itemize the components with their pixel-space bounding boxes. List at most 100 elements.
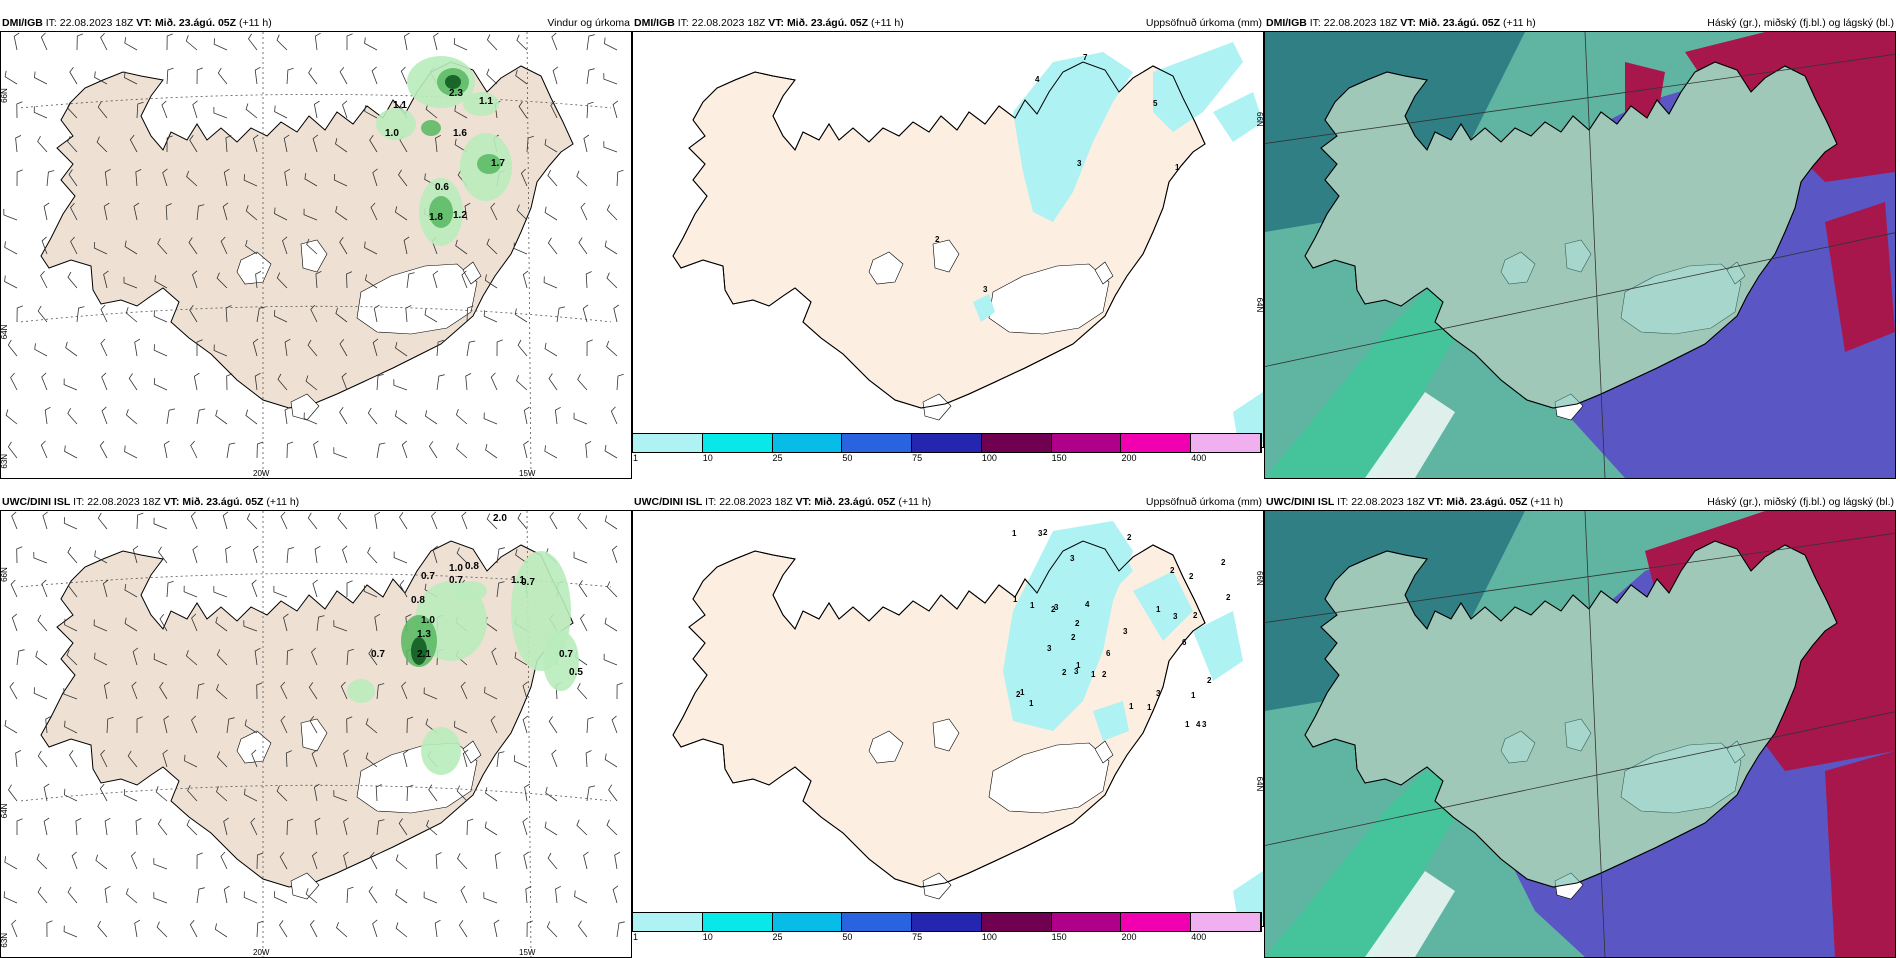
- wind-barb: [341, 372, 348, 391]
- wind-barb: [586, 716, 594, 734]
- wind-barb: [456, 785, 468, 802]
- wind-barb: [63, 788, 78, 802]
- wind-barb: [277, 373, 288, 391]
- accum-blob: [1083, 531, 1133, 601]
- wind-barb: [490, 202, 498, 221]
- wind-barb: [40, 270, 48, 289]
- wind-barb: [99, 783, 108, 802]
- wind-barb: [577, 920, 588, 938]
- wind-barb: [603, 141, 618, 153]
- wind-barb: [183, 585, 198, 598]
- panel-uwc-wind: UWC/DINI ISL IT: 22.08.2023 18Z VT: Mið.…: [0, 494, 632, 958]
- wind-barb: [458, 920, 468, 938]
- wind-barb: [273, 586, 288, 598]
- lon-label: 15W: [519, 469, 536, 478]
- wind-barb: [243, 620, 258, 632]
- wind-barb: [520, 168, 528, 187]
- wind-barb: [393, 551, 408, 564]
- precip-value-label: 0.8: [411, 595, 425, 606]
- wind-barb: [276, 785, 288, 802]
- wind-barb: [303, 208, 318, 221]
- wind-barb: [310, 304, 318, 323]
- wind-barb: [37, 750, 48, 768]
- legend-tick-label: 400: [1191, 453, 1207, 463]
- wind-barb: [555, 885, 561, 904]
- wind-barb: [186, 819, 198, 836]
- wind-barb: [486, 513, 498, 530]
- wind-barb: [556, 306, 566, 323]
- wind-barb: [254, 372, 261, 391]
- wind-barb: [63, 378, 78, 391]
- precip-blob: [445, 75, 461, 89]
- wind-barb: [100, 749, 108, 768]
- panel-uwc-accum: UWC/DINI ISL IT: 22.08.2023 18Z VT: Mið.…: [632, 494, 1264, 942]
- legend-tick-label: 10: [702, 932, 713, 942]
- accum-value-label: 3: [983, 285, 988, 294]
- wind-barb: [7, 441, 18, 459]
- precip-value-label: 1.6: [453, 128, 467, 139]
- accum-value-label: 2: [935, 235, 940, 244]
- wind-barb: [433, 32, 439, 51]
- wind-barb: [100, 304, 108, 323]
- wind-barb: [256, 441, 264, 459]
- wind-barb: [493, 919, 500, 938]
- wind-barb: [526, 135, 534, 153]
- wind-barb: [123, 276, 138, 289]
- wind-barb: [189, 919, 198, 938]
- map-cloud[interactable]: [1264, 31, 1896, 479]
- legend-swatch: [633, 913, 703, 931]
- map-accum[interactable]: 66N 64N 7 4 5 3 1 2 3: [632, 31, 1264, 448]
- map-wind[interactable]: 66N 64N 63N 20W 15W 2.0 0.7 1.0 0.8 0.7 0.8 1.1 0.7 1…: [0, 510, 632, 958]
- wind-barb: [400, 66, 408, 85]
- vt-label: VT:: [1400, 17, 1417, 29]
- wind-barb: [304, 172, 318, 187]
- wind-barb: [364, 241, 378, 255]
- wind-barb: [453, 720, 468, 734]
- wind-barb: [395, 342, 408, 357]
- wind-barb: [434, 919, 441, 938]
- map-wind[interactable]: 66N 64N 63N 20W 15W 1.1 2.3 1.1 1.0 1.6 1.7 0.6 1.8 1…: [0, 31, 632, 479]
- wind-barb: [606, 340, 618, 357]
- wind-barb: [580, 613, 588, 632]
- legend-tick-label: 10: [702, 453, 713, 463]
- panel-title: Vindur og úrkoma: [547, 17, 630, 29]
- cloud-band: [1265, 731, 1495, 957]
- accum-value-label: 3: [1047, 644, 1052, 653]
- wind-barb: [616, 373, 624, 391]
- wind-barb: [153, 310, 168, 323]
- wind-barb: [279, 851, 288, 870]
- wind-barb: [309, 715, 318, 734]
- wind-barb: [215, 616, 228, 632]
- wind-barb: [455, 408, 468, 425]
- precip-area: [376, 56, 512, 246]
- wind-barb: [573, 551, 588, 564]
- wind-barb: [333, 620, 348, 632]
- vt-label: VT:: [163, 496, 180, 508]
- lat-label: 64N: [1, 803, 9, 818]
- wind-barb: [103, 270, 109, 289]
- panel-title: Uppsöfnuð úrkoma (mm): [1145, 17, 1262, 29]
- accum-value-label: 4: [1035, 75, 1040, 84]
- accum-value-label: 1: [1175, 163, 1180, 172]
- wind-barb: [226, 717, 235, 734]
- wind-barb: [545, 786, 558, 802]
- wind-barb: [286, 648, 294, 666]
- map-accum[interactable]: 66N 64N 6 2 3 6 3 3 2 2 3 3 2 2 1 1 2 3 3 2 2 4 4 3 1 2 1 1 1 1 2 2 1 1 1 2…: [632, 510, 1264, 927]
- wind-barb: [215, 409, 228, 425]
- map-cloud[interactable]: [1264, 510, 1896, 958]
- wind-barb: [191, 613, 198, 632]
- wind-barb: [522, 681, 528, 700]
- accum-value-label: 3: [1173, 612, 1178, 621]
- wind-barb: [223, 885, 230, 904]
- wind-barb: [513, 755, 528, 768]
- legend-swatch: [842, 913, 913, 931]
- accum-value-label: 2: [1207, 676, 1212, 685]
- wind-barb: [251, 579, 258, 598]
- wind-barb: [496, 751, 505, 768]
- vt-label: VT:: [136, 17, 153, 29]
- legend-swatch: [1121, 434, 1192, 452]
- wind-barb: [616, 921, 625, 938]
- wind-barb: [274, 105, 288, 119]
- wind-barb: [316, 615, 325, 632]
- wind-barb: [159, 682, 168, 700]
